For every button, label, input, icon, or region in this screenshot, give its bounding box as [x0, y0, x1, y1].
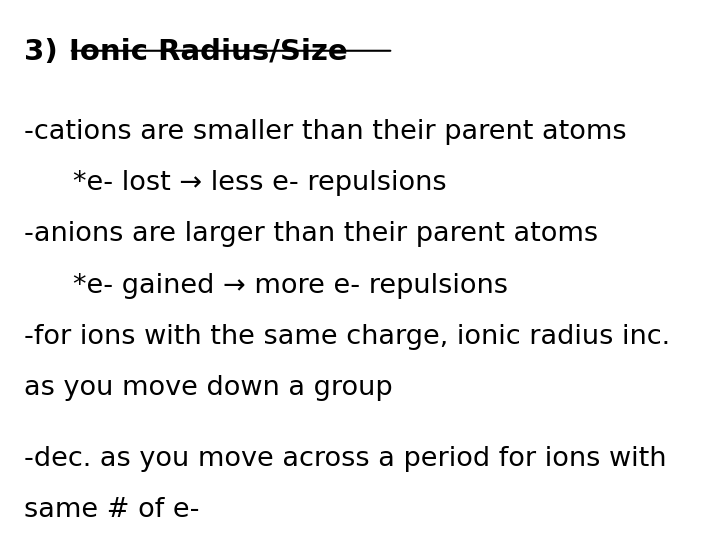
Text: *e- lost → less e- repulsions: *e- lost → less e- repulsions: [73, 170, 447, 196]
Text: *e- gained → more e- repulsions: *e- gained → more e- repulsions: [73, 273, 508, 299]
Text: -for ions with the same charge, ionic radius inc.: -for ions with the same charge, ionic ra…: [24, 324, 670, 350]
Text: as you move down a group: as you move down a group: [24, 375, 393, 401]
Text: -dec. as you move across a period for ions with: -dec. as you move across a period for io…: [24, 446, 667, 471]
Text: -cations are smaller than their parent atoms: -cations are smaller than their parent a…: [24, 119, 627, 145]
Text: 3): 3): [24, 38, 78, 66]
Text: Ionic Radius/Size: Ionic Radius/Size: [69, 38, 348, 66]
Text: -anions are larger than their parent atoms: -anions are larger than their parent ato…: [24, 221, 598, 247]
Text: same # of e-: same # of e-: [24, 497, 200, 523]
